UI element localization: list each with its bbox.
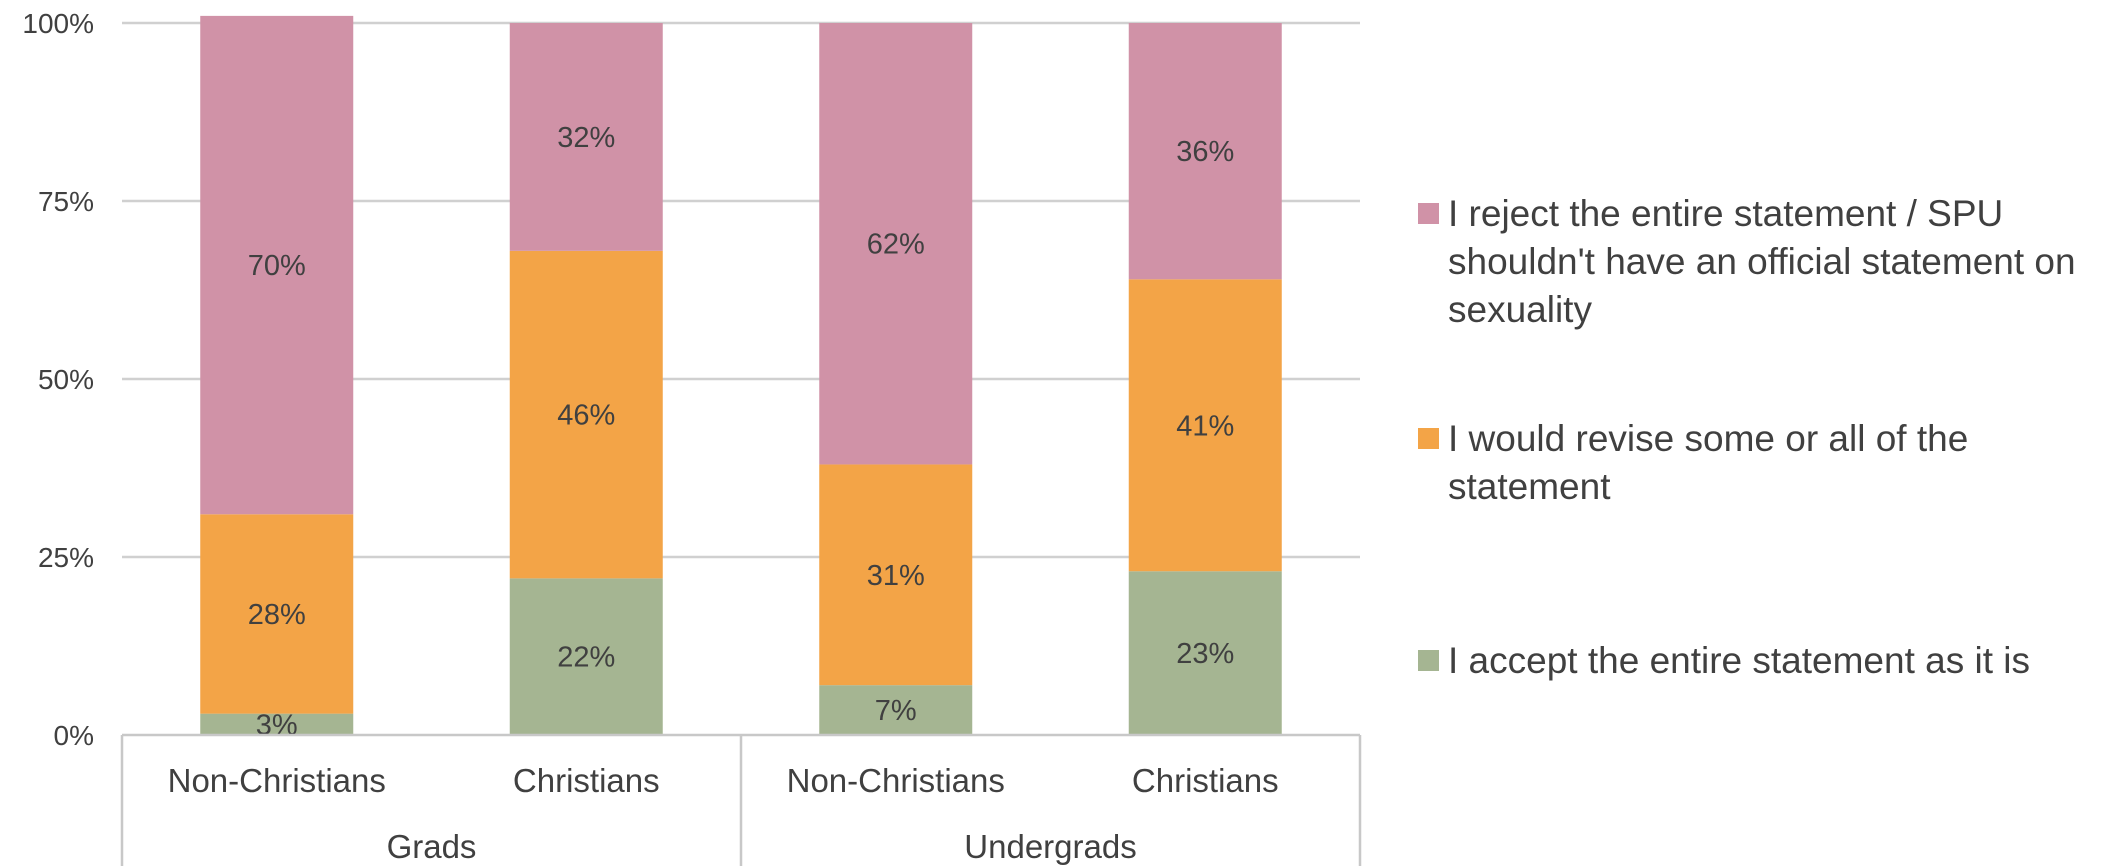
bar-segment	[819, 685, 973, 735]
bar-segment	[509, 250, 663, 579]
data-label: 70%	[248, 250, 306, 282]
bar-segment	[200, 15, 354, 515]
data-label: 23%	[1176, 638, 1234, 670]
bar-segment	[1128, 279, 1282, 572]
x-axis: Non-Christians ChristiansGradsNon-Christi…	[120, 733, 1362, 866]
data-label: 31%	[867, 560, 925, 592]
y-tick-label: 75%	[38, 186, 94, 217]
legend-swatch	[1418, 203, 1439, 224]
bar-segment	[1128, 23, 1282, 280]
x-group-label: Grads	[387, 828, 477, 865]
y-tick-label: 100%	[22, 8, 94, 39]
x-category-label: Christians	[1132, 762, 1279, 799]
legend-label: I accept the entire statement as it is	[1448, 640, 2031, 681]
legend-swatch	[1418, 428, 1439, 449]
x-category-label: Christians	[513, 762, 660, 799]
data-label: 28%	[248, 599, 306, 631]
data-label: 7%	[875, 695, 917, 727]
bars	[200, 15, 1282, 735]
data-label: 36%	[1176, 136, 1234, 168]
data-label: 41%	[1176, 410, 1234, 442]
legend-item: I accept the entire statement as it is	[1418, 637, 2123, 685]
y-tick-label: 25%	[38, 542, 94, 573]
data-label: 46%	[557, 400, 615, 432]
data-label: 32%	[557, 122, 615, 154]
legend-label: I reject the entire statement / SPU shou…	[1448, 193, 2076, 330]
x-group-label: Undergrads	[964, 828, 1136, 865]
bar-segment	[509, 578, 663, 735]
y-tick-label: 0%	[54, 720, 94, 751]
y-axis-tick-labels: 0% 25% 50% 75% 100%	[22, 8, 94, 751]
legend-item: I reject the entire statement / SPU shou…	[1418, 190, 2123, 334]
x-category-label: Non-Christians	[787, 762, 1005, 799]
bar-segment	[200, 514, 354, 714]
legend-swatch	[1418, 650, 1439, 671]
data-labels: 3% 28% 70% 22% 46% 32% 7% 31% 62% 23% 41% 36%	[248, 122, 1235, 741]
x-category-label: Non-Christians	[168, 762, 386, 799]
bar-segment	[200, 713, 354, 735]
bar-segment	[819, 23, 973, 465]
bar-segment	[509, 23, 663, 251]
y-tick-label: 50%	[38, 364, 94, 395]
data-label: 22%	[557, 642, 615, 674]
bar-segment	[1128, 571, 1282, 735]
bar-segment	[819, 464, 973, 686]
legend-label: I would revise some or all of the statem…	[1448, 418, 1969, 507]
data-label: 3%	[256, 709, 298, 741]
legend-item: I would revise some or all of the statem…	[1418, 415, 2123, 511]
data-label: 62%	[867, 229, 925, 261]
